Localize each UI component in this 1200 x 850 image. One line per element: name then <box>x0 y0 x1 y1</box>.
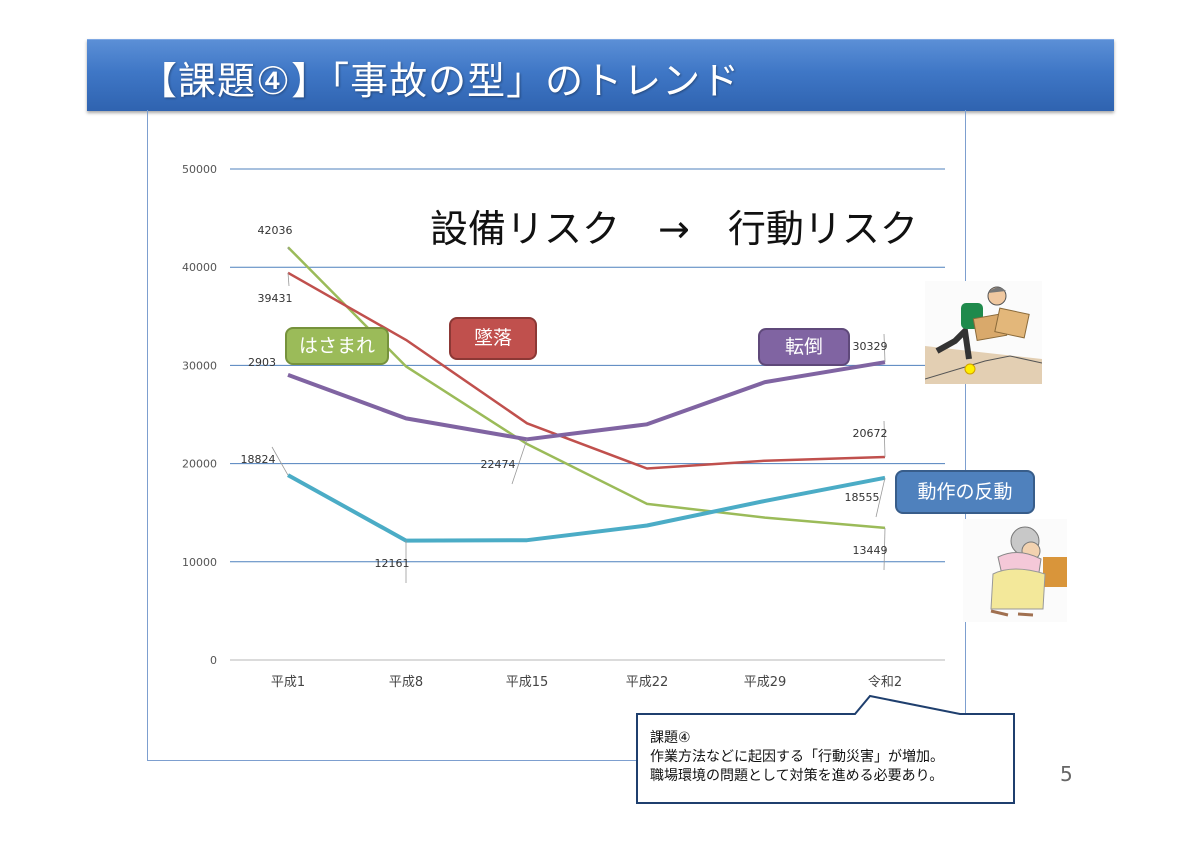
risk-shift-headline: 設備リスク → 行動リスク <box>430 207 918 251</box>
data-label: 30329 <box>853 340 888 353</box>
x-tick-label: 平成22 <box>626 675 669 690</box>
series-line <box>287 473 886 543</box>
data-label: 20672 <box>853 427 888 440</box>
y-tick-label: 10000 <box>182 556 217 569</box>
series-label-tentou: 転倒 <box>758 328 850 366</box>
data-label: 13449 <box>853 544 888 557</box>
slide-title: 【課題④】「事故の型」のトレンド <box>139 59 741 103</box>
y-tick-label: 40000 <box>182 261 217 274</box>
y-tick-label: 30000 <box>182 359 217 372</box>
series-line <box>287 246 886 530</box>
x-tick-label: 平成29 <box>744 675 787 690</box>
chart-frame <box>147 110 966 761</box>
title-bar: 【課題④】「事故の型」のトレンド <box>87 39 1114 111</box>
data-label: 18555 <box>845 491 880 504</box>
x-tick-label: 平成1 <box>271 675 305 690</box>
leader-line <box>883 420 886 458</box>
x-tick-label: 平成8 <box>389 675 423 690</box>
data-label: 18824 <box>241 453 276 466</box>
leader-line <box>287 272 290 287</box>
y-tick-label: 20000 <box>182 458 217 471</box>
data-label: 12161 <box>375 557 410 570</box>
page-number: 5 <box>1060 762 1073 786</box>
leader-line <box>287 247 290 251</box>
y-tick-label: 0 <box>210 654 217 667</box>
callout-heading: 課題④ <box>650 730 691 746</box>
y-tick-label: 50000 <box>182 163 217 176</box>
leader-line <box>271 446 289 476</box>
falling-elderly-illustration-icon <box>963 519 1067 622</box>
callout-line-1: 作業方法などに起因する「行動災害」が増加。 <box>650 749 944 765</box>
leader-line <box>883 527 886 571</box>
series-line <box>287 271 886 470</box>
data-label: 39431 <box>258 292 293 305</box>
series-label-tsuiraku: 墜落 <box>449 317 537 360</box>
data-label: 42036 <box>258 224 293 237</box>
leader-line <box>511 439 528 485</box>
tripping-worker-illustration-icon <box>925 281 1042 384</box>
callout-box <box>636 694 1015 804</box>
callout-text: 課題④ 作業方法などに起因する「行動災害」が増加。 職場環境の問題として対策を進… <box>650 729 944 786</box>
series-line <box>287 360 886 442</box>
series-label-hasamare: はさまれ <box>285 327 389 365</box>
data-label: 2903 <box>248 356 276 369</box>
series-label-dousa: 動作の反動 <box>895 470 1035 514</box>
leader-line <box>875 477 886 518</box>
data-label: 22474 <box>481 458 516 471</box>
x-tick-label: 平成15 <box>506 675 549 690</box>
x-tick-label: 令和2 <box>868 675 902 690</box>
callout-line-2: 職場環境の問題として対策を進める必要あり。 <box>650 768 944 784</box>
leader-line <box>883 333 886 363</box>
